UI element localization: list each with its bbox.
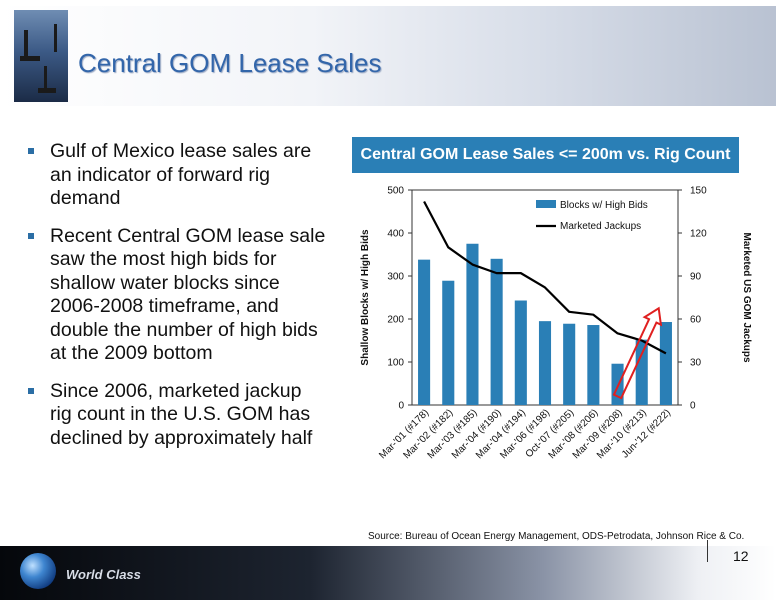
bullet-item: Since 2006, marketed jackup rig count in… [28, 380, 328, 451]
bullet-text: Gulf of Mexico lease sales are an indica… [50, 140, 312, 209]
header-band [0, 6, 776, 106]
globe-icon [20, 553, 56, 589]
y-tick-label: 300 [387, 272, 404, 283]
y2-tick-label: 120 [690, 229, 707, 240]
jackup-line [423, 200, 667, 355]
y2-tick-label: 60 [690, 315, 702, 326]
lease-sales-chart: 0 100 200 300 400 500 0 30 60 90 120 150 Shallow Blo… [360, 186, 752, 462]
bullet-square-icon [28, 232, 34, 239]
bar [538, 321, 552, 405]
bar [659, 322, 672, 405]
bar [490, 258, 503, 405]
bar [442, 280, 455, 405]
slide-title: Central GOM Lease Sales [78, 48, 382, 78]
bullet-text: Recent Central GOM lease sale saw the mo… [50, 224, 326, 365]
bar [635, 339, 648, 405]
bullet-list: Gulf of Mexico lease sales are an indica… [28, 140, 328, 464]
red-arrow-annotation [612, 306, 663, 400]
source-note: Source: Bureau of Ocean Energy Managemen… [368, 531, 745, 542]
y-tick-label: 200 [387, 315, 404, 326]
y2-tick-label: 0 [690, 401, 696, 412]
bar [418, 259, 431, 405]
footer-brand: World Class [66, 567, 141, 582]
y2-tick-label: 150 [690, 186, 707, 197]
y-tick-label: 0 [398, 401, 404, 412]
bullet-text: Since 2006, marketed jackup rig count in… [50, 379, 313, 449]
chart-header: Central GOM Lease Sales <= 200m vs. Rig … [352, 137, 739, 173]
footer-divider [707, 540, 708, 562]
bullet-square-icon [28, 148, 34, 154]
y-tick-label: 100 [387, 358, 404, 369]
y-tick-label: 500 [387, 186, 404, 197]
legend-label-line: Marketed Jackups [560, 221, 641, 232]
y-tick-label: 400 [387, 229, 404, 240]
bullet-item: Gulf of Mexico lease sales are an indica… [28, 140, 328, 211]
bar [514, 300, 527, 405]
bullet-square-icon [28, 387, 34, 394]
y-axis-title: Shallow Blocks w/ High Bids [360, 229, 371, 366]
page-number: 12 [733, 548, 749, 564]
legend-swatch-bars [536, 200, 556, 208]
y2-tick-label: 30 [690, 358, 702, 369]
bar [587, 325, 600, 405]
y2-axis-title: Marketed US GOM Jackups [741, 232, 752, 362]
y2-tick-label: 90 [690, 272, 702, 283]
legend-label-bars: Blocks w/ High Bids [560, 200, 648, 211]
bar [466, 243, 479, 405]
top-rule [0, 0, 776, 6]
bar [563, 323, 576, 405]
bullet-item: Recent Central GOM lease sale saw the mo… [28, 225, 328, 366]
footer-band [0, 546, 776, 600]
offshore-rig-photo [14, 10, 68, 102]
